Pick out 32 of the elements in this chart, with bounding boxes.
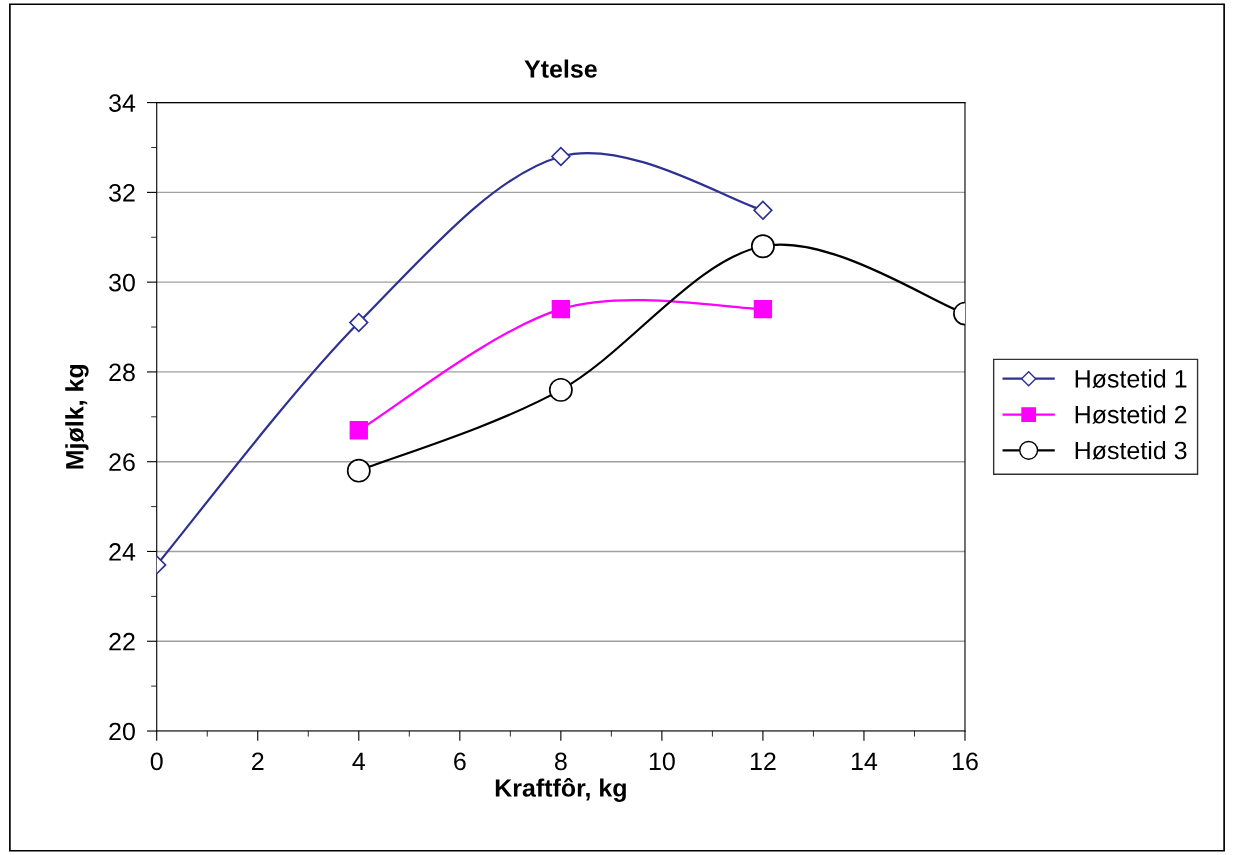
x-tick-label: 8 bbox=[554, 752, 567, 771]
point bbox=[753, 200, 773, 221]
x-tick-label: 0 bbox=[150, 752, 163, 771]
y-axis-title: Mjølk, kg bbox=[65, 365, 89, 469]
y-tick-label: 28 bbox=[109, 363, 135, 382]
y-tick-label: 26 bbox=[109, 453, 135, 471]
y-tick-label: 30 bbox=[109, 273, 135, 292]
y-tick-label: 24 bbox=[109, 543, 136, 561]
point bbox=[551, 299, 571, 319]
y-tick-label: 20 bbox=[109, 722, 135, 741]
point bbox=[551, 146, 571, 167]
y-tick-label: 32 bbox=[109, 183, 135, 202]
chart-title: Ytelse bbox=[524, 59, 597, 78]
x-tick-label: 6 bbox=[454, 752, 466, 771]
point bbox=[750, 234, 775, 259]
x-tick-label: 4 bbox=[352, 752, 366, 770]
y-tick-label: 22 bbox=[109, 632, 135, 651]
point bbox=[753, 299, 773, 319]
x-axis-title: Kraftfôr, kg bbox=[495, 777, 626, 802]
x-tick-label: 14 bbox=[851, 752, 878, 770]
legend-label: Høstetid 3 bbox=[1075, 440, 1187, 460]
legend-label: Høstetid 1 bbox=[1075, 369, 1187, 388]
point bbox=[349, 421, 368, 440]
x-tick-label: 16 bbox=[952, 752, 978, 771]
legend-label: Høstetid 2 bbox=[1075, 405, 1187, 424]
x-tick-label: 2 bbox=[252, 752, 264, 770]
point bbox=[346, 458, 371, 483]
y-tick-label: 34 bbox=[109, 94, 136, 112]
point bbox=[548, 377, 573, 402]
point bbox=[349, 312, 369, 333]
x-tick-label: 10 bbox=[649, 752, 675, 771]
x-tick-label: 12 bbox=[750, 752, 776, 770]
